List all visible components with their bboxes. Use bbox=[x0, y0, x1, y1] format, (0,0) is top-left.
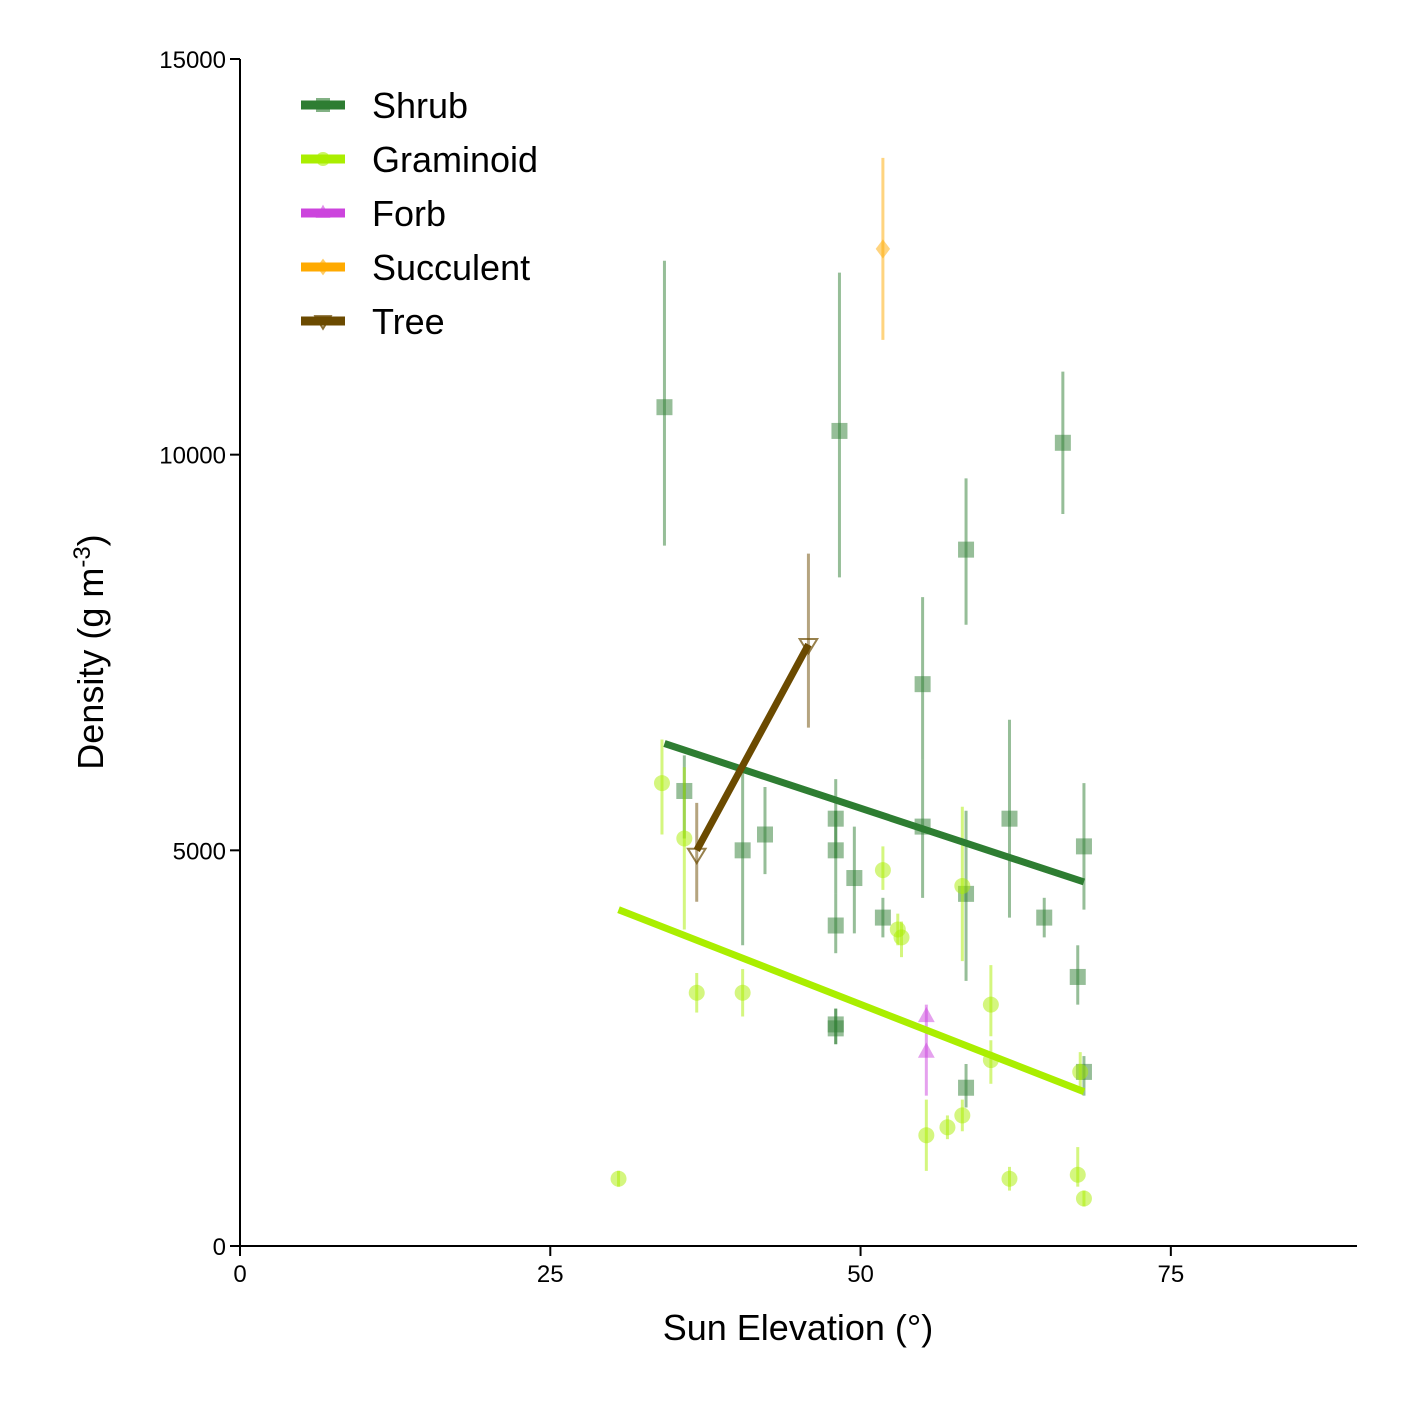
series-forb bbox=[917, 1004, 935, 1096]
shrub-point bbox=[874, 909, 891, 926]
x-tick-label: 25 bbox=[537, 1261, 564, 1288]
shrub-point bbox=[827, 842, 844, 859]
x-tick-label: 0 bbox=[233, 1261, 246, 1288]
shrub-point bbox=[656, 399, 673, 416]
graminoid-point bbox=[893, 929, 910, 946]
y-axis-title: Density (g m-3) bbox=[69, 534, 112, 769]
series-succulent bbox=[875, 157, 891, 340]
shrub-trend-line bbox=[663, 740, 1086, 886]
graminoid-point bbox=[1069, 1166, 1086, 1183]
y-axis-title-close: ) bbox=[70, 534, 111, 546]
data-layer bbox=[610, 157, 1092, 1207]
y-tick-label: 5000 bbox=[173, 838, 226, 865]
graminoid-point bbox=[653, 775, 670, 792]
axes: 0 25 50 75 0 5000 10000 15000 bbox=[159, 47, 1357, 1288]
shrub-point bbox=[827, 917, 844, 934]
shrub-point bbox=[914, 676, 931, 693]
shrub-point bbox=[1054, 434, 1071, 451]
x-tick-label: 75 bbox=[1157, 1261, 1184, 1288]
graminoid-point bbox=[982, 996, 999, 1013]
graminoid-trend-line bbox=[617, 906, 1086, 1095]
graminoid-point bbox=[610, 1170, 627, 1187]
series-graminoid bbox=[610, 739, 1092, 1207]
shrub-point bbox=[1069, 968, 1086, 985]
graminoid-point bbox=[874, 862, 891, 879]
legend-label-tree: Tree bbox=[372, 301, 445, 342]
y-ticks: 0 5000 10000 15000 bbox=[159, 47, 240, 1261]
forb-point bbox=[917, 1006, 935, 1023]
y-tick-label: 0 bbox=[213, 1234, 226, 1261]
x-ticks: 0 25 50 75 bbox=[233, 1246, 1184, 1288]
tree-trend-line bbox=[693, 642, 812, 853]
graminoid-point bbox=[734, 984, 751, 1001]
shrub-point bbox=[1075, 838, 1092, 855]
graminoid-point bbox=[1072, 1063, 1089, 1080]
legend: Shrub Graminoid Forb Succulent Tree bbox=[301, 85, 538, 342]
legend-label-graminoid: Graminoid bbox=[372, 139, 538, 180]
legend-marker-tree bbox=[313, 315, 333, 331]
x-axis-title: Sun Elevation (°) bbox=[663, 1307, 934, 1348]
forb-point bbox=[917, 1042, 935, 1058]
shrub-point bbox=[1036, 909, 1053, 926]
y-axis-title-main: Density (g m bbox=[70, 568, 111, 770]
graminoid-point bbox=[1075, 1190, 1092, 1207]
shrub-point bbox=[958, 1079, 975, 1096]
shrub-point bbox=[958, 541, 975, 558]
legend-marker-forb bbox=[315, 204, 331, 218]
shrub-point bbox=[827, 1020, 844, 1037]
y-tick-label: 10000 bbox=[159, 443, 226, 470]
shrub-point bbox=[756, 826, 773, 843]
shrub-point bbox=[846, 870, 863, 887]
legend-label-forb: Forb bbox=[372, 193, 446, 234]
legend-item-tree: Tree bbox=[301, 301, 445, 342]
legend-label-shrub: Shrub bbox=[372, 85, 468, 126]
series-tree bbox=[686, 553, 820, 902]
legend-item-graminoid: Graminoid bbox=[301, 139, 538, 180]
series-shrub bbox=[656, 260, 1092, 1108]
shrub-point bbox=[734, 842, 751, 859]
graminoid-point bbox=[954, 877, 971, 894]
legend-label-succulent: Succulent bbox=[372, 247, 530, 288]
y-axis-title-superscript: -3 bbox=[69, 546, 96, 567]
shrub-point bbox=[831, 422, 848, 439]
legend-item-forb: Forb bbox=[301, 193, 446, 234]
legend-marker-graminoid bbox=[316, 152, 330, 166]
y-tick-label: 15000 bbox=[159, 47, 226, 74]
graminoid-point bbox=[1001, 1170, 1018, 1187]
legend-item-shrub: Shrub bbox=[301, 85, 468, 126]
legend-marker-succulent bbox=[316, 258, 330, 276]
succulent-point bbox=[875, 239, 891, 259]
graminoid-point bbox=[688, 984, 705, 1001]
graminoid-point bbox=[939, 1119, 956, 1136]
legend-item-succulent: Succulent bbox=[301, 247, 530, 288]
graminoid-point bbox=[676, 830, 693, 847]
x-tick-label: 50 bbox=[847, 1261, 874, 1288]
legend-marker-shrub bbox=[316, 98, 330, 112]
graminoid-point bbox=[954, 1107, 971, 1124]
shrub-point bbox=[1001, 810, 1018, 827]
graminoid-point bbox=[918, 1127, 935, 1144]
